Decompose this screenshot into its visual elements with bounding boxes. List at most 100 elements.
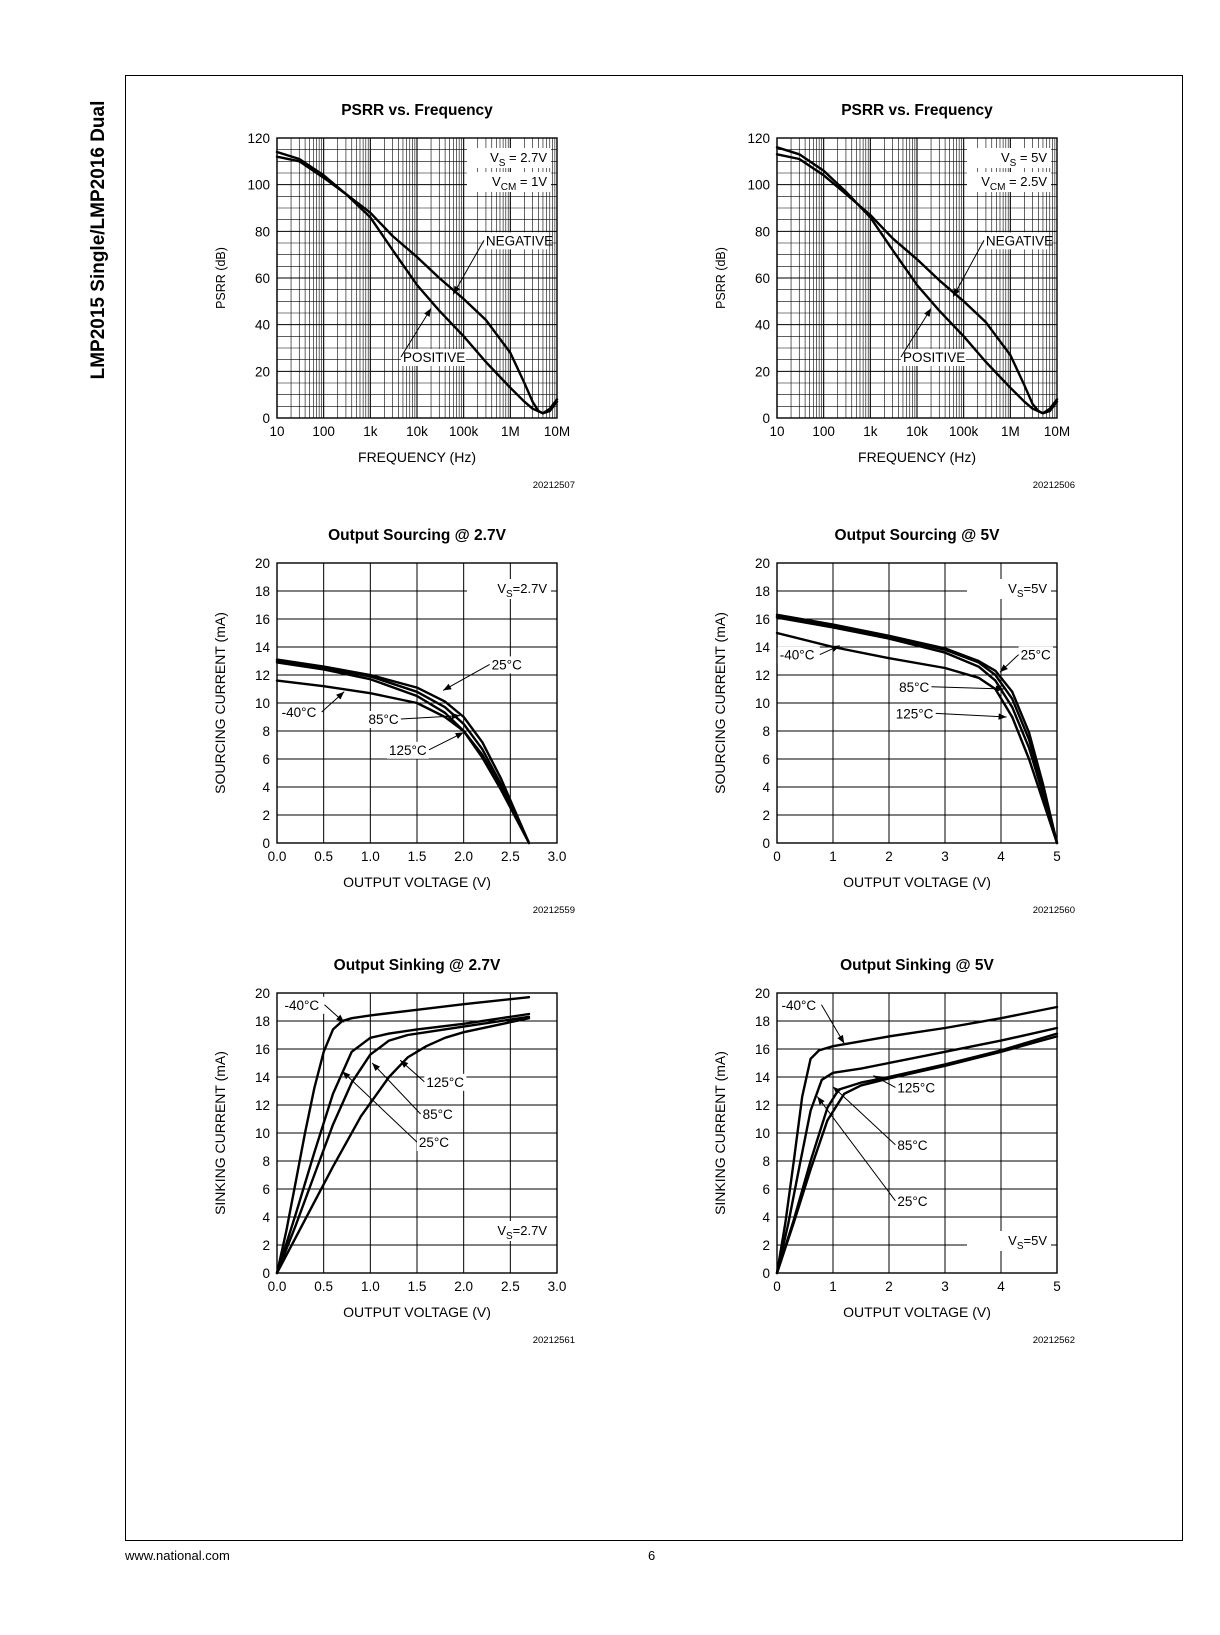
data-point xyxy=(332,1092,334,1095)
annotation-leader xyxy=(952,240,985,297)
data-point xyxy=(462,716,465,718)
data-point xyxy=(916,258,918,261)
y-tick-label: 18 xyxy=(255,1014,270,1029)
annotation-arrowhead xyxy=(924,308,932,317)
data-point xyxy=(962,335,965,338)
annotation-bg xyxy=(400,349,466,366)
data-point xyxy=(332,1165,334,1168)
figure-id: 20212562 xyxy=(1033,1335,1075,1346)
data-point xyxy=(298,160,301,163)
data-point xyxy=(944,651,946,654)
condition-label: VS = 5V xyxy=(1001,150,1047,169)
annotation-bg xyxy=(416,1134,452,1151)
y-axis-label: SINKING CURRENT (mA) xyxy=(212,1051,228,1215)
y-tick-label: 16 xyxy=(755,1042,770,1057)
y-tick-label: 14 xyxy=(255,640,271,655)
x-tick-label: 2 xyxy=(885,1279,893,1294)
condition-label: VS=5V xyxy=(1008,1233,1047,1252)
data-point xyxy=(1000,1050,1002,1053)
annotation-arrowhead xyxy=(873,1075,882,1083)
side-title: LMP2015 Single/LMP2016 Dual xyxy=(88,75,110,405)
data-point xyxy=(509,351,512,354)
annotation-bg xyxy=(895,1136,930,1154)
data-point xyxy=(1028,731,1030,734)
x-tick-label: 0.5 xyxy=(314,849,333,864)
data-point xyxy=(818,1049,820,1052)
data-point xyxy=(369,211,372,214)
data-point xyxy=(481,741,484,744)
x-tick-label: 0.0 xyxy=(268,1279,287,1294)
annotation-bg xyxy=(777,646,820,664)
data-point xyxy=(481,748,484,751)
data-point xyxy=(313,1087,316,1090)
data-point xyxy=(523,382,526,384)
annotation-arrowhead xyxy=(817,1096,825,1105)
data-point xyxy=(784,1221,787,1224)
condition-bg xyxy=(967,148,1051,168)
series-line-125c xyxy=(775,616,1059,845)
data-point xyxy=(406,1034,409,1036)
data-point xyxy=(944,1027,946,1029)
y-tick-label: 120 xyxy=(247,131,270,146)
y-tick-label: 40 xyxy=(255,318,270,333)
plot-border xyxy=(776,992,1058,1274)
data-point xyxy=(776,1272,778,1274)
y-tick-label: 100 xyxy=(247,178,270,193)
x-tick-label: 10k xyxy=(406,424,428,439)
x-tick-label: 1.0 xyxy=(361,849,380,864)
annotation-arrowhead xyxy=(999,664,1008,673)
annotation-bg xyxy=(366,711,401,728)
data-point xyxy=(416,686,418,689)
y-tick-label: 8 xyxy=(262,724,270,739)
x-tick-label: 2.0 xyxy=(454,849,473,864)
annotation-arrowhead xyxy=(953,288,960,297)
condition-bg xyxy=(467,579,551,599)
data-point xyxy=(462,730,465,732)
annotation-positive: POSITIVE xyxy=(403,350,465,365)
series-line-85c xyxy=(775,614,1059,845)
data-point xyxy=(345,193,347,195)
series-line-125c xyxy=(275,1012,531,1275)
chart-svg: Output Sourcing @ 2.7V 0.0 0.5 1.0 1.5 2.0 2.5… xyxy=(212,527,575,916)
x-axis-label: FREQUENCY (Hz) xyxy=(858,449,976,465)
data-point xyxy=(1009,354,1012,356)
data-point xyxy=(500,788,502,791)
annotation-25c: 25°C xyxy=(419,1135,449,1150)
data-point xyxy=(332,1123,334,1126)
grid xyxy=(276,137,557,419)
data-point xyxy=(1028,746,1030,749)
series-line-positive xyxy=(275,150,559,415)
annotation-leader xyxy=(400,308,432,358)
data-point xyxy=(1048,410,1051,412)
annotation-85c: 85°C xyxy=(368,712,398,727)
data-point xyxy=(888,1077,890,1080)
x-tick-label: 1k xyxy=(863,424,878,439)
data-point xyxy=(809,1109,812,1112)
figure-id: 20212506 xyxy=(1033,480,1075,491)
annotation-85c: 85°C xyxy=(897,1138,927,1153)
y-axis-label: SOURCING CURRENT (mA) xyxy=(712,612,728,794)
chart-svg: Output Sourcing @ 5V0 1 2 3 4 502468101214161… xyxy=(712,527,1075,916)
data-point xyxy=(860,1084,862,1087)
data-point xyxy=(1056,398,1058,401)
data-point xyxy=(438,277,441,279)
data-point xyxy=(843,1092,846,1095)
y-tick-label: 12 xyxy=(755,668,770,683)
chart-psrr-5v: PSRR vs. Frequency 10 100 1k 10k 100k 1M 10M 0 20… xyxy=(705,95,1220,525)
data-point xyxy=(556,400,558,403)
data-point xyxy=(1031,407,1034,410)
figure-id: 20212561 xyxy=(533,1335,575,1346)
series-line-25c xyxy=(275,658,531,845)
data-point xyxy=(1056,1027,1058,1029)
x-tick-label: 3 xyxy=(941,1279,949,1294)
data-point xyxy=(826,1119,829,1122)
y-axis-label: PSRR (dB) xyxy=(214,247,228,309)
y-axis-label: PSRR (dB) xyxy=(714,247,728,309)
data-point xyxy=(891,237,894,240)
data-point xyxy=(977,665,980,668)
annotation-arrowhead xyxy=(451,712,460,720)
data-point xyxy=(416,256,418,258)
y-tick-label: 14 xyxy=(755,1070,771,1085)
annotation-arrowhead xyxy=(453,285,461,295)
y-tick-label: 10 xyxy=(755,696,770,711)
